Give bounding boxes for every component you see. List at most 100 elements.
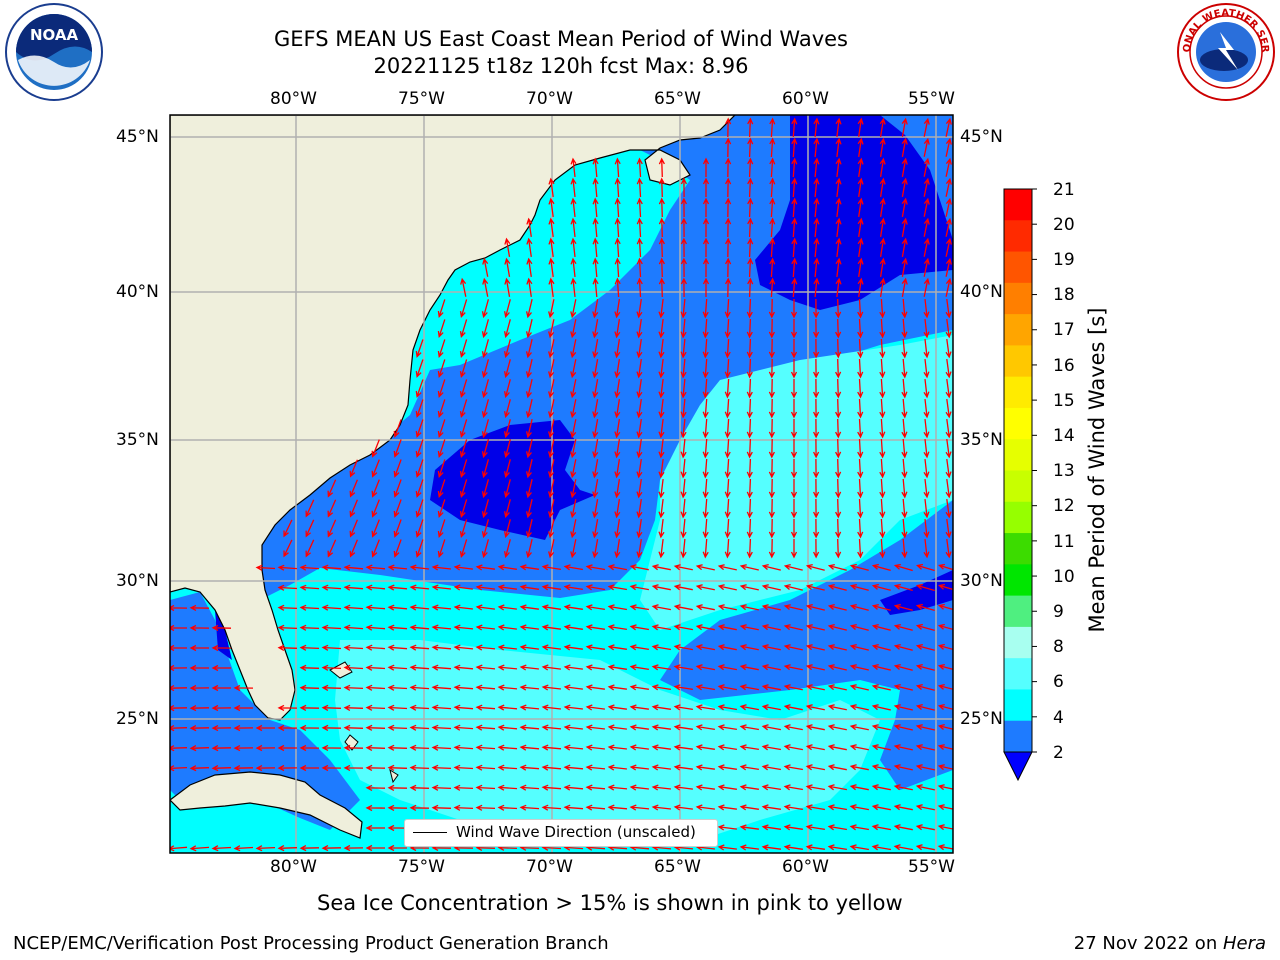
sea-band-0-2 bbox=[430, 420, 595, 540]
wave-direction-arrow bbox=[702, 318, 709, 339]
wave-direction-arrow bbox=[768, 438, 775, 459]
wave-direction-arrow bbox=[702, 217, 710, 237]
wave-direction-arrow bbox=[614, 257, 621, 278]
wave-direction-arrow bbox=[871, 684, 891, 691]
wave-direction-arrow bbox=[783, 704, 803, 711]
wave-direction-arrow bbox=[343, 644, 364, 651]
wave-direction-arrow bbox=[680, 197, 687, 218]
wave-direction-arrow bbox=[321, 845, 342, 852]
wave-direction-arrow bbox=[321, 724, 342, 731]
wave-direction-arrow bbox=[525, 299, 533, 319]
wave-direction-arrow bbox=[629, 644, 650, 651]
colorbar-tick: 6 bbox=[1053, 672, 1064, 692]
wave-direction-arrow bbox=[570, 257, 577, 277]
wave-direction-arrow bbox=[526, 277, 533, 297]
wave-direction-arrow bbox=[481, 379, 490, 399]
wave-direction-arrow bbox=[453, 564, 473, 571]
wave-direction-arrow bbox=[702, 197, 710, 217]
wave-direction-arrow bbox=[475, 644, 496, 651]
wave-direction-arrow bbox=[783, 724, 803, 731]
wave-direction-arrow bbox=[761, 824, 781, 831]
wave-direction-arrow bbox=[409, 704, 430, 711]
wave-direction-arrow bbox=[768, 338, 775, 359]
wave-direction-arrow bbox=[901, 478, 908, 499]
wave-direction-arrow bbox=[519, 804, 540, 811]
wave-direction-arrow bbox=[791, 277, 798, 298]
wave-direction-arrow bbox=[503, 299, 511, 319]
wave-direction-arrow bbox=[299, 845, 320, 852]
wave-direction-arrow bbox=[570, 499, 577, 519]
wave-direction-arrow bbox=[343, 744, 364, 751]
colorbar-segment bbox=[1004, 595, 1032, 628]
wave-direction-arrow bbox=[717, 604, 737, 611]
wave-direction-arrow bbox=[813, 137, 820, 158]
wave-direction-arrow bbox=[827, 844, 848, 851]
wave-direction-arrow bbox=[835, 117, 842, 137]
wave-direction-arrow bbox=[783, 844, 803, 851]
wave-direction-arrow bbox=[879, 538, 886, 559]
wave-direction-arrow bbox=[769, 137, 776, 158]
wave-direction-arrow bbox=[636, 379, 643, 399]
wave-direction-arrow bbox=[879, 438, 886, 459]
wave-direction-arrow bbox=[761, 744, 782, 751]
wave-direction-arrow bbox=[651, 764, 671, 771]
wave-direction-arrow bbox=[673, 744, 693, 751]
wave-direction-arrow bbox=[893, 683, 913, 691]
wave-direction-arrow bbox=[349, 479, 359, 498]
wave-direction-arrow bbox=[761, 704, 781, 711]
wave-direction-arrow bbox=[321, 624, 342, 631]
wave-direction-arrow bbox=[409, 684, 430, 691]
wave-direction-arrow bbox=[365, 824, 385, 832]
wave-direction-arrow bbox=[813, 277, 820, 298]
wave-direction-arrow bbox=[893, 623, 913, 631]
noaa-logo: NOAA bbox=[5, 3, 103, 101]
wave-direction-arrow bbox=[548, 539, 555, 559]
wave-direction-arrow bbox=[327, 519, 337, 538]
wave-direction-arrow bbox=[761, 644, 781, 651]
sea-band-6-8 bbox=[335, 640, 880, 845]
wave-direction-arrow bbox=[879, 237, 886, 258]
wave-direction-arrow bbox=[761, 584, 781, 591]
wave-direction-arrow bbox=[791, 217, 798, 238]
wave-direction-arrow bbox=[636, 419, 643, 439]
wave-direction-arrow bbox=[409, 624, 430, 631]
wave-direction-arrow bbox=[525, 319, 533, 339]
land-north-america bbox=[170, 115, 736, 721]
wave-direction-arrow bbox=[857, 197, 864, 217]
wave-direction-arrow bbox=[923, 339, 930, 359]
wave-direction-arrow bbox=[563, 744, 584, 751]
wave-direction-arrow bbox=[585, 664, 605, 671]
wave-direction-arrow bbox=[761, 804, 781, 811]
wave-direction-arrow bbox=[717, 804, 737, 811]
wave-direction-arrow bbox=[835, 378, 842, 399]
wave-direction-arrow bbox=[725, 237, 732, 258]
wave-direction-arrow bbox=[835, 438, 842, 459]
wave-direction-arrow bbox=[607, 664, 627, 671]
wave-direction-arrow bbox=[299, 724, 320, 731]
wave-direction-arrow bbox=[769, 217, 776, 238]
wave-direction-arrow bbox=[614, 318, 621, 339]
legend-label: Wind Wave Direction (unscaled) bbox=[456, 823, 696, 841]
wave-direction-arrow bbox=[299, 624, 320, 631]
wave-direction-arrow bbox=[945, 117, 952, 137]
wave-direction-arrow bbox=[805, 764, 826, 771]
lat-label: 35°N bbox=[960, 430, 1003, 450]
wave-direction-arrow bbox=[761, 784, 782, 791]
wave-direction-arrow bbox=[431, 564, 451, 571]
wave-direction-arrow bbox=[431, 784, 452, 791]
wave-direction-arrow bbox=[570, 399, 577, 419]
wave-direction-arrow bbox=[791, 157, 798, 178]
wave-direction-arrow bbox=[893, 844, 914, 851]
wave-direction-arrow bbox=[460, 277, 467, 297]
wave-direction-arrow bbox=[570, 519, 577, 539]
wave-direction-arrow bbox=[437, 419, 446, 438]
wave-direction-arrow bbox=[563, 804, 584, 811]
wave-direction-arrow bbox=[453, 624, 474, 631]
wave-direction-arrow bbox=[475, 744, 496, 751]
wave-direction-arrow bbox=[790, 299, 798, 319]
wave-direction-arrow bbox=[365, 564, 386, 571]
wave-direction-arrow bbox=[790, 419, 798, 439]
wave-direction-arrow bbox=[746, 518, 753, 539]
wave-direction-arrow bbox=[871, 663, 891, 671]
wave-direction-arrow bbox=[673, 644, 694, 651]
